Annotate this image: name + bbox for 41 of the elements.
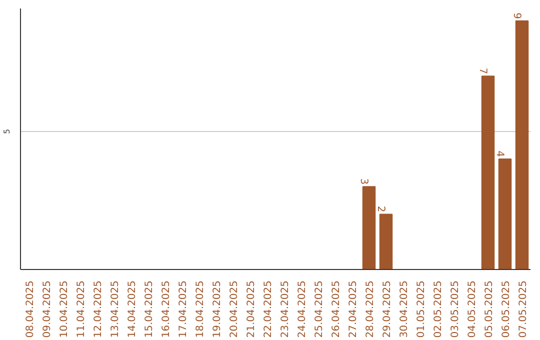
data-label: 3 [358,178,369,185]
x-tick-label: 11.04.2025 [76,280,87,338]
data-label: 7 [477,68,488,74]
bar [498,158,512,270]
x-tick-label: 17.04.2025 [178,280,189,338]
x-tick-label: 25.04.2025 [314,280,325,338]
x-tick-label: 07.05.2025 [518,280,529,338]
x-tick-label: 22.04.2025 [263,280,274,338]
x-tick-label: 13.04.2025 [110,280,121,338]
data-label: 9 [511,12,522,19]
x-tick-label: 09.04.2025 [42,280,53,338]
x-tick-label: 20.04.2025 [229,280,240,338]
x-tick-label: 18.04.2025 [195,280,206,338]
x-tick-label: 30.04.2025 [399,280,410,338]
x-tick-label: 15.04.2025 [144,280,155,338]
data-label: 2 [375,206,386,212]
x-tick-label: 10.04.2025 [59,280,70,338]
x-tick-label: 28.04.2025 [365,280,376,338]
bar [362,186,376,270]
x-tick-label: 27.04.2025 [348,280,359,338]
x-tick-label: 16.04.2025 [161,280,172,338]
x-tick-label: 04.05.2025 [467,280,478,338]
data-label: 4 [494,150,505,158]
x-tick-label: 01.05.2025 [416,280,427,338]
x-tick-label: 08.04.2025 [25,280,36,338]
bar [515,20,529,270]
x-tick-label: 19.04.2025 [212,280,223,338]
bar [379,214,393,270]
x-tick-label: 12.04.2025 [93,280,104,338]
x-tick-label: 02.05.2025 [433,280,444,338]
x-tick-label: 05.05.2025 [484,280,495,338]
x-tick-label: 14.04.2025 [127,280,138,338]
y-tick-label: 5 [2,128,12,134]
x-tick-label: 06.05.2025 [501,280,512,338]
x-tick-label: 29.04.2025 [382,280,393,338]
x-tick-label: 24.04.2025 [297,280,308,338]
bar [481,76,495,270]
x-tick-label: 21.04.2025 [246,280,257,338]
x-tick-label: 26.04.2025 [331,280,342,338]
x-tick-label: 23.04.2025 [280,280,291,338]
x-tick-label: 03.05.2025 [450,280,461,338]
